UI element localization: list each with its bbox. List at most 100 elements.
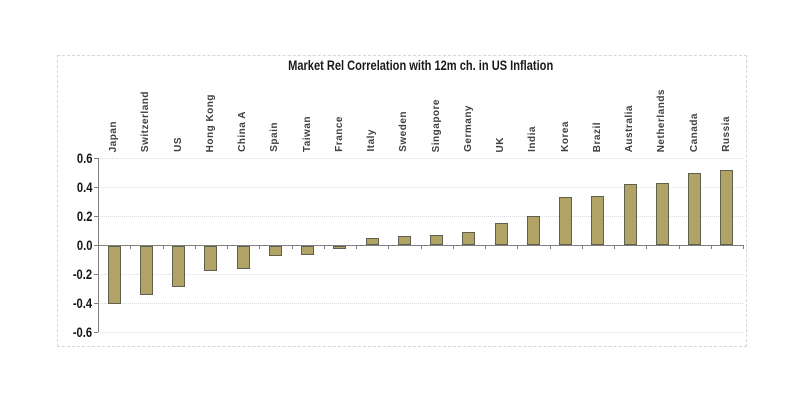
bar-russia [720, 169, 734, 245]
category-label-india: India [527, 126, 539, 152]
y-axis-tick [94, 187, 98, 188]
category-label-us: US [172, 137, 184, 152]
category-label-italy: Italy [366, 129, 378, 152]
category-label-cell: Korea [550, 62, 582, 152]
gridline [98, 274, 743, 275]
x-axis-tick [485, 245, 486, 249]
category-label-singapore: Singapore [430, 98, 442, 152]
category-label-netherlands: Netherlands [656, 88, 668, 152]
gridline [98, 187, 743, 188]
category-label-cell: US [163, 62, 195, 152]
category-label-australia: Australia [624, 104, 636, 152]
bar-brazil [591, 195, 605, 245]
bar-hong-kong [204, 246, 218, 271]
gridline [98, 303, 743, 304]
category-label-cell: Taiwan [292, 62, 324, 152]
bar-italy [365, 237, 379, 245]
category-label-canada: Canada [688, 112, 700, 152]
bar-germany [462, 231, 476, 245]
x-axis-tick [98, 245, 99, 249]
category-label-cell: Italy [356, 62, 388, 152]
x-axis-tick [259, 245, 261, 249]
y-axis-tick [94, 332, 98, 333]
x-axis-tick [356, 245, 357, 249]
x-axis-tick [323, 245, 325, 249]
x-axis-tick [420, 245, 422, 249]
x-axis-tick [646, 245, 648, 249]
category-label-cell: Switzerland [130, 62, 162, 152]
gridline [98, 216, 743, 217]
bar-canada [688, 172, 702, 245]
chart-frame: Market Rel Correlation with 12m ch. in U… [57, 55, 747, 347]
category-label-cell: Australia [614, 62, 646, 152]
y-axis-tick [94, 274, 98, 275]
y-axis-tick-labels: 0.6 0.4 0.2 0.0 -0.2 -0.4 -0.6 [58, 150, 92, 340]
bar-india [526, 216, 540, 245]
bar-netherlands [655, 182, 669, 245]
category-label-cell: Spain [259, 62, 291, 152]
gridline [98, 332, 743, 333]
y-axis-tick [94, 158, 98, 159]
x-axis-tick [678, 245, 680, 249]
category-label-japan: Japan [108, 120, 120, 152]
bar-france [333, 246, 347, 249]
y-axis-tick-label-text: 0.6 [76, 150, 92, 166]
bar-uk [494, 223, 508, 245]
bar-taiwan [301, 246, 315, 255]
category-label-sweden: Sweden [398, 111, 410, 152]
x-axis-tick [162, 245, 164, 249]
category-label-france: France [333, 116, 345, 152]
y-axis-tick-label-text: 0.0 [76, 237, 92, 253]
category-label-russia: Russia [720, 116, 732, 152]
x-axis-tick [130, 245, 132, 249]
category-label-brazil: Brazil [591, 121, 603, 152]
category-label-cell: Japan [98, 62, 130, 152]
category-label-korea: Korea [559, 121, 571, 152]
y-axis-tick [94, 245, 98, 246]
y-axis-tick-label: 0.0 [58, 237, 92, 253]
y-axis-tick-label: -0.4 [58, 295, 92, 311]
category-label-cell: Hong Kong [195, 62, 227, 152]
y-axis-tick-label: -0.2 [58, 266, 92, 282]
x-axis-tick [743, 245, 744, 249]
bar-korea [559, 197, 573, 245]
y-axis-tick [94, 303, 98, 304]
category-label-cell: UK [485, 62, 517, 152]
x-axis-tick [549, 245, 551, 249]
chart-title: Market Rel Correlation with 12m ch. in U… [98, 58, 743, 73]
x-axis-tick [710, 245, 712, 249]
category-label-spain: Spain [269, 122, 281, 152]
category-label-uk: UK [495, 136, 507, 152]
y-axis-tick-label-text: -0.4 [72, 295, 92, 311]
x-axis-tick [517, 245, 519, 249]
bar-us [172, 246, 186, 287]
y-axis-tick-label-text: 0.4 [76, 179, 92, 195]
y-axis-tick-label: 0.6 [58, 150, 92, 166]
category-label-china-a: China A [237, 111, 249, 152]
x-axis-tick [614, 245, 615, 249]
chart-title-text: Market Rel Correlation with 12m ch. in U… [287, 58, 554, 73]
category-label-cell: Russia [711, 62, 743, 152]
category-label-germany: Germany [462, 105, 474, 152]
plot-area [94, 158, 744, 333]
x-axis-tick [452, 245, 454, 249]
y-axis-tick-label: -0.6 [58, 324, 92, 340]
bar-china-a [236, 246, 250, 270]
bar-spain [268, 246, 282, 257]
category-label-cell: France [324, 62, 356, 152]
category-label-cell: Brazil [582, 62, 614, 152]
category-label-cell: Singapore [421, 62, 453, 152]
category-label-cell: Netherlands [646, 62, 678, 152]
bar-japan [107, 246, 121, 304]
x-axis-tick [194, 245, 196, 249]
bar-sweden [397, 236, 411, 245]
y-axis-tick-label-text: -0.6 [72, 324, 92, 340]
category-label-cell: Canada [679, 62, 711, 152]
y-axis-tick-label-text: 0.2 [76, 208, 92, 224]
category-label-hong-kong: Hong Kong [204, 93, 216, 152]
category-label-cell: India [517, 62, 549, 152]
bar-singapore [430, 234, 444, 245]
y-axis-tick-label-text: -0.2 [72, 266, 92, 282]
y-axis-tick-label: 0.4 [58, 179, 92, 195]
